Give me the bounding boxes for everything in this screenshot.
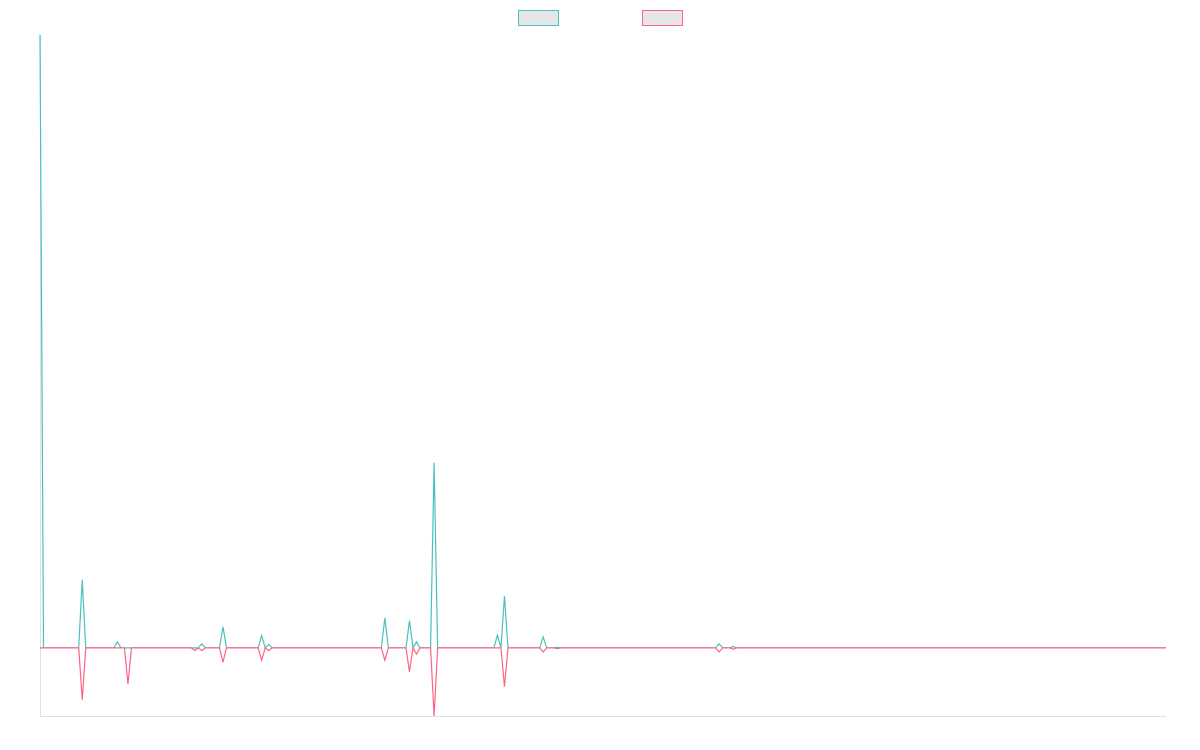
series-line [39,34,1166,650]
legend-swatch [518,10,559,26]
series-line [40,646,1166,717]
legend-swatch [642,10,683,26]
